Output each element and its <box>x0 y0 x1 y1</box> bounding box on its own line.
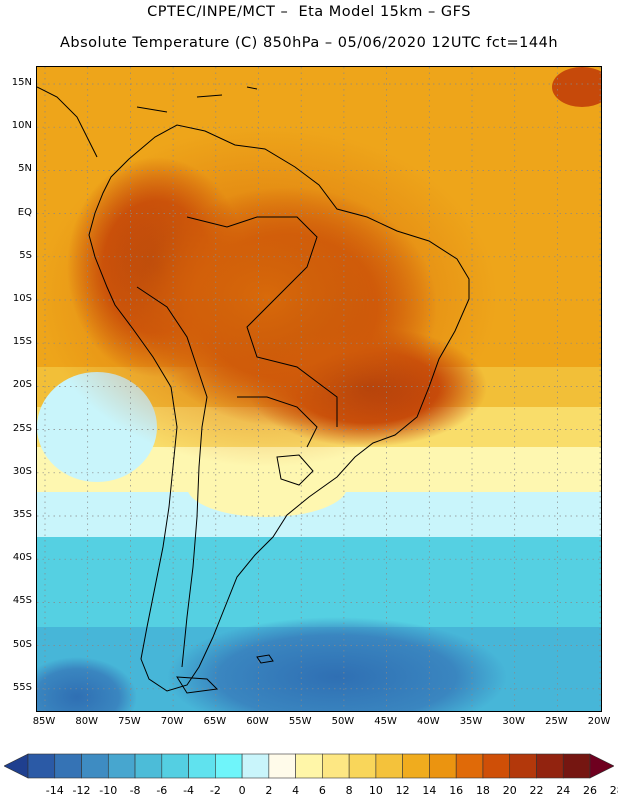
lon-label: 80W <box>75 716 98 727</box>
colorbar-swatch <box>536 753 564 779</box>
colorbar-label: -4 <box>183 784 195 797</box>
colorbar-label: 20 <box>502 784 517 797</box>
lon-label: 35W <box>459 716 483 727</box>
heat-ne-corner <box>552 67 601 107</box>
colorbar-label: 16 <box>449 784 464 797</box>
lon-label: 85W <box>32 716 56 727</box>
lat-label: 5N <box>18 163 32 175</box>
lon-label: 25W <box>545 716 568 727</box>
lon-label: 60W <box>246 716 269 727</box>
andes-border <box>136 286 208 668</box>
map-graphic <box>37 67 601 711</box>
coastlines <box>37 86 470 694</box>
lat-label: EQ <box>17 206 32 218</box>
lat-label: 40S <box>12 552 32 564</box>
colorbar-label: 2 <box>265 784 273 797</box>
lon-label: 45W <box>374 716 397 727</box>
colorbar-label: -14 <box>45 784 64 797</box>
colorbar-swatch <box>455 753 484 779</box>
brazil-border <box>186 216 338 427</box>
lat-label: 20S <box>12 379 32 391</box>
colorbar-swatch <box>375 753 403 779</box>
colorbar-swatch <box>429 753 457 779</box>
lon-label: 55W <box>288 716 312 727</box>
map-title: CPTEC/INPE/MCT – Eta Model 15km – GFS <box>147 4 471 20</box>
colorbar-label: -8 <box>129 784 141 797</box>
lon-label: 30W <box>502 716 525 727</box>
colorbar-label: 24 <box>556 784 571 797</box>
colorbar-label: 0 <box>238 784 246 797</box>
lat-label: 5S <box>19 249 32 261</box>
colorbar-label: 14 <box>422 784 437 797</box>
colorbar-arrow-low <box>4 753 29 779</box>
colorbar-label: -12 <box>72 784 91 797</box>
colorbar-swatch <box>107 753 136 779</box>
colorbar-swatch <box>295 753 323 779</box>
colorbar-swatch <box>402 753 430 779</box>
colorbar-label: 6 <box>318 784 326 797</box>
caribbean-islands <box>136 86 258 113</box>
lat-label: 10N <box>11 120 32 132</box>
lon-label: 20W <box>587 716 611 727</box>
colorbar-label: 8 <box>345 784 353 797</box>
colorbar-swatch <box>562 753 591 779</box>
colorbar <box>4 753 614 779</box>
tierra-del-fuego <box>176 676 219 694</box>
lon-label: 40W <box>416 716 440 727</box>
colorbar-swatch <box>348 753 377 779</box>
colorbar-swatch <box>241 753 270 779</box>
falklands <box>256 654 274 664</box>
colorbar-label: 22 <box>529 784 544 797</box>
colorbar-arrow-high <box>589 753 614 779</box>
colorbar-label: -10 <box>99 784 118 797</box>
lon-label: 65W <box>203 716 227 727</box>
colorbar-swatch <box>322 753 350 779</box>
colorbar-swatch <box>215 753 243 779</box>
south-america-outline <box>88 124 470 692</box>
map-subtitle: Absolute Temperature (C) 850hPa – 05/06/… <box>59 35 559 51</box>
colorbar-swatch <box>482 753 511 779</box>
colorbar-swatch <box>27 753 56 779</box>
colorbar-label: 12 <box>395 784 410 797</box>
lat-label: 50S <box>12 638 32 650</box>
colorbar-label: 10 <box>368 784 383 797</box>
lat-label: 45S <box>12 595 32 607</box>
temperature-map <box>36 66 602 712</box>
colorbar-label: 26 <box>583 784 597 797</box>
lat-label: 10S <box>12 293 32 304</box>
colorbar-swatch <box>54 753 82 779</box>
lat-label: 30S <box>12 465 32 477</box>
lat-label: 55S <box>12 681 32 693</box>
colorbar-swatch <box>134 753 163 779</box>
lat-label: 35S <box>12 509 32 520</box>
colorbar-label: 4 <box>292 784 300 797</box>
lat-label: 25S <box>12 422 32 434</box>
colorbar-label: 28 <box>609 784 618 797</box>
lat-label: 15N <box>11 77 32 88</box>
heat-halo <box>37 127 497 467</box>
cold-pool-south <box>167 617 507 711</box>
lon-label: 70W <box>160 716 184 727</box>
cold-pool-southwest <box>37 657 137 711</box>
uruguay-outline <box>276 454 314 486</box>
colorbar-swatch <box>509 753 537 779</box>
pampas-cool <box>187 457 347 517</box>
lat-label: 15S <box>12 336 32 348</box>
colorbar-swatch <box>188 753 216 779</box>
lon-label: 50W <box>331 716 355 727</box>
colorbar-label: -2 <box>209 784 221 797</box>
colorbar-label: -6 <box>156 784 168 797</box>
colorbar-swatch <box>161 753 189 779</box>
lon-label: 75W <box>118 716 141 727</box>
lat-lon-grid <box>37 67 601 711</box>
colorbar-swatch <box>268 753 296 779</box>
colorbar-swatch <box>81 753 109 779</box>
colorbar-label: 18 <box>475 784 490 797</box>
argentina-border <box>237 396 318 448</box>
central-america <box>37 86 98 158</box>
